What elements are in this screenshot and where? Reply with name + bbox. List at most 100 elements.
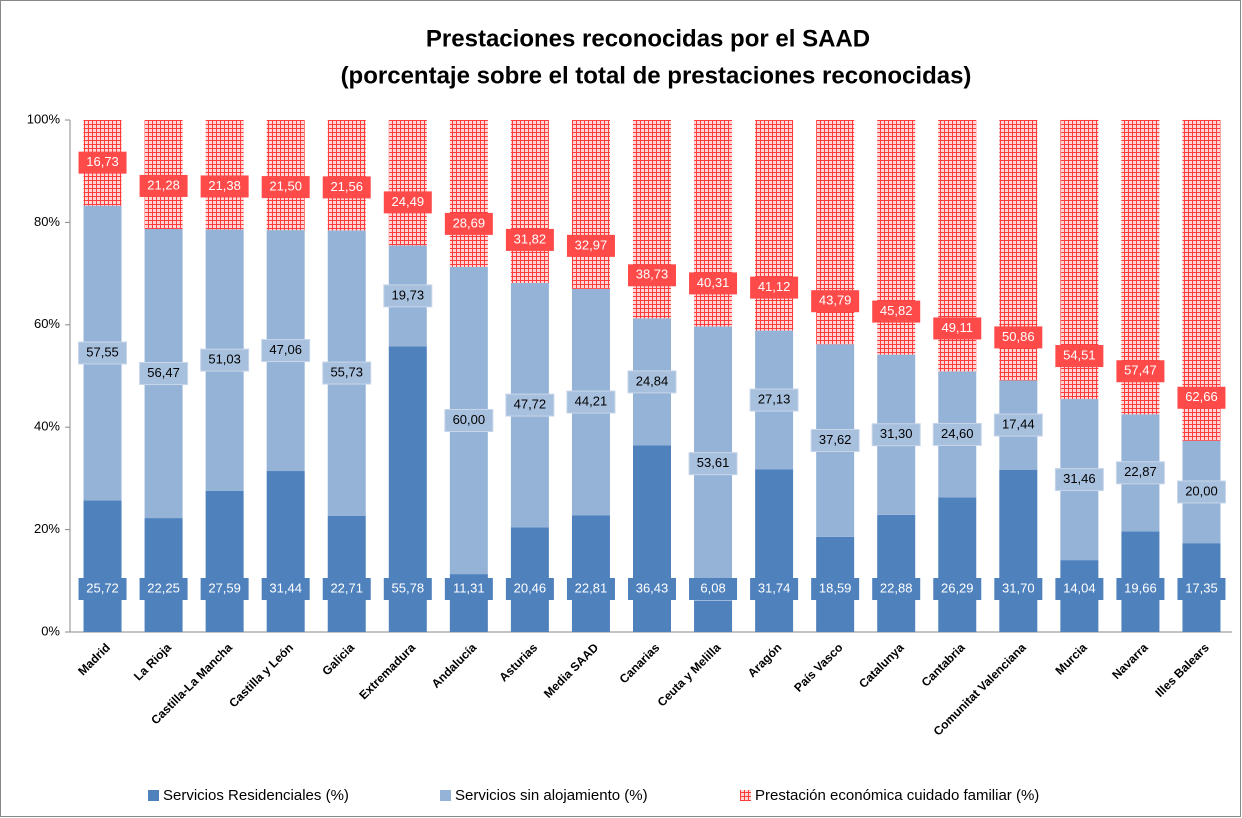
value-label-box [688, 452, 738, 476]
y-tick-label: 20% [34, 521, 60, 536]
value-label: 18,59 [819, 580, 852, 595]
value-label: 22,88 [880, 580, 913, 595]
value-label: 31,82 [514, 231, 547, 246]
value-label: 21,38 [208, 178, 241, 193]
value-label-box [139, 578, 188, 600]
value-label-box [811, 290, 860, 313]
value-label-box [689, 578, 738, 600]
value-label: 28,69 [453, 215, 486, 230]
value-label-box [1054, 468, 1104, 492]
value-label-box [566, 390, 616, 414]
value-label-box [505, 393, 555, 417]
value-label-box [872, 300, 921, 323]
value-label-box [811, 578, 860, 600]
value-label: 16,73 [86, 154, 119, 169]
value-label: 19,66 [1124, 580, 1157, 595]
value-label-box [872, 578, 921, 600]
value-label: 11,31 [453, 580, 485, 595]
bar-segment [144, 518, 183, 632]
legend-swatch [148, 790, 159, 801]
value-label: 31,44 [269, 580, 302, 595]
value-label: 40,31 [697, 275, 730, 290]
value-label-box [689, 272, 738, 295]
bar-segment [388, 120, 427, 246]
value-label: 54,51 [1063, 347, 1096, 362]
value-label: 32,97 [575, 237, 608, 252]
bar-segment [755, 469, 794, 632]
value-label-box [810, 429, 860, 453]
value-label: 22,81 [575, 580, 608, 595]
value-label: 24,60 [941, 426, 974, 441]
value-label: 17,35 [1185, 580, 1218, 595]
value-label-box [1116, 360, 1165, 383]
bar-segment [755, 120, 794, 331]
value-label: 36,43 [636, 580, 669, 595]
value-label: 24,84 [636, 373, 669, 388]
value-label-box [566, 234, 615, 257]
value-label-box [933, 317, 982, 340]
y-tick-label: 0% [41, 623, 60, 638]
bar-segment [205, 490, 244, 632]
value-label: 31,30 [880, 426, 913, 441]
value-label: 53,61 [697, 455, 730, 470]
value-label-box [628, 264, 676, 287]
bar-segment [999, 469, 1038, 632]
value-label-box [627, 370, 677, 394]
bar-segment [449, 120, 488, 267]
value-label: 44,21 [575, 393, 608, 408]
value-label: 47,72 [514, 397, 547, 412]
value-label-box [994, 578, 1043, 600]
value-label-box [1115, 461, 1165, 485]
value-label: 57,47 [1124, 363, 1157, 378]
value-label-box [1176, 480, 1226, 504]
value-label: 31,70 [1002, 580, 1035, 595]
value-label-box [383, 191, 432, 214]
value-label: 27,13 [758, 391, 791, 406]
value-label-box [200, 175, 249, 198]
value-label-box [505, 228, 554, 251]
value-label-box [933, 578, 982, 600]
value-label: 31,74 [758, 580, 791, 595]
value-label-box [261, 339, 311, 363]
legend-label: Prestación económica cuidado familiar (%… [755, 787, 1039, 804]
bar-segment [938, 497, 977, 632]
value-label-box [1177, 578, 1226, 600]
value-label: 22,25 [147, 580, 180, 595]
value-label-box [993, 413, 1043, 437]
value-label-box [444, 578, 493, 600]
value-label-box [200, 578, 249, 600]
bar-segment [266, 471, 305, 632]
bar-segment [633, 445, 671, 632]
y-tick-label: 40% [34, 419, 60, 434]
bar-segment [694, 600, 733, 632]
legend-label: Servicios Residenciales (%) [163, 787, 349, 804]
value-label: 21,56 [330, 179, 363, 194]
value-label: 21,28 [147, 177, 180, 192]
legend-label: Servicios sin alojamiento (%) [455, 787, 648, 804]
value-label: 45,82 [880, 303, 913, 318]
value-label: 14,04 [1063, 580, 1096, 595]
value-label-box [1116, 578, 1165, 600]
value-label: 19,73 [392, 287, 425, 302]
value-label: 24,49 [392, 194, 425, 209]
value-label: 27,59 [208, 580, 241, 595]
value-label: 56,47 [147, 365, 180, 380]
bar-segment [327, 515, 366, 632]
value-label: 50,86 [1002, 329, 1035, 344]
y-tick-label: 60% [34, 316, 60, 331]
value-label-box [139, 362, 189, 386]
value-label: 43,79 [819, 293, 852, 308]
value-label: 55,73 [330, 364, 363, 379]
value-label: 21,50 [269, 179, 302, 194]
value-label: 62,66 [1185, 389, 1218, 404]
value-label: 22,71 [330, 580, 363, 595]
bar-segment [144, 120, 183, 229]
value-label-box [749, 388, 799, 412]
value-label-box [994, 326, 1043, 349]
value-label: 47,06 [269, 342, 302, 357]
value-label: 55,78 [392, 580, 425, 595]
value-label-box [322, 361, 372, 385]
bar-segment [633, 120, 671, 319]
value-label-box [932, 422, 982, 446]
